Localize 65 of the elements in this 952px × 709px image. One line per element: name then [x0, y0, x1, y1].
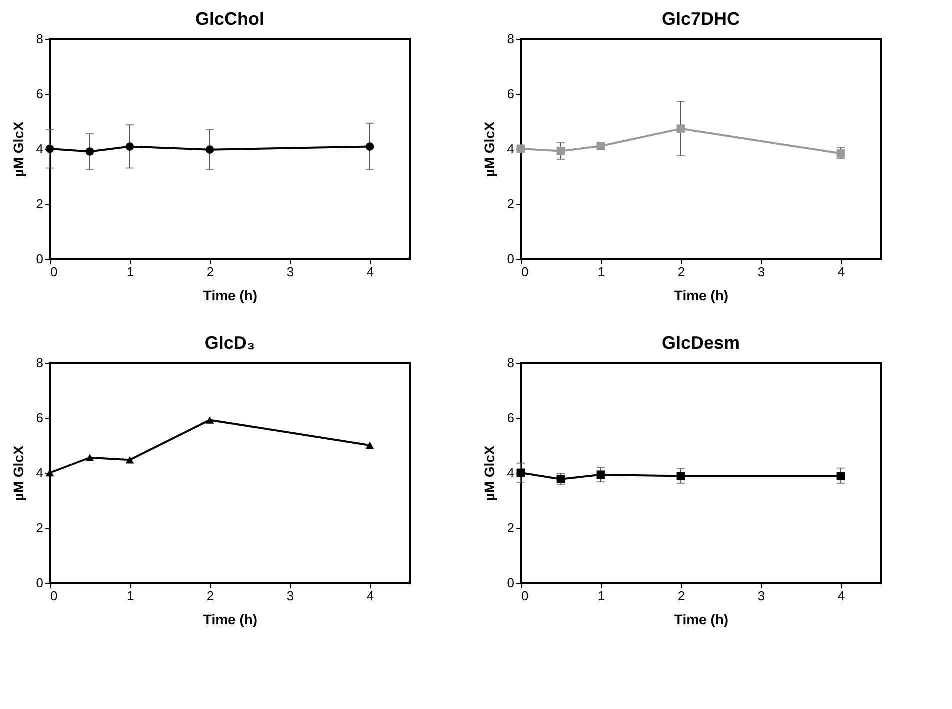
x-tick-label: 4: [366, 264, 374, 280]
y-tick-label: 6: [507, 86, 514, 102]
x-tick-label: 2: [678, 264, 686, 280]
point: [836, 149, 846, 158]
point: [126, 456, 134, 464]
point: [676, 472, 686, 480]
y-tick-label: 2: [36, 196, 44, 212]
y-tick-label: 6: [36, 410, 44, 426]
x-tick-label: 0: [50, 588, 58, 604]
x-axis-title: Time (h): [674, 612, 729, 628]
x-tick-label: 0: [522, 264, 529, 280]
x-tick-label: 3: [286, 264, 294, 280]
point: [556, 475, 566, 484]
x-tick-label: 2: [206, 264, 214, 280]
point: [836, 472, 846, 480]
point: [206, 416, 214, 424]
point: [676, 124, 686, 134]
x-tick-label: 2: [206, 588, 214, 604]
y-tick-label: 0: [36, 576, 44, 590]
chart-title: Glc7DHC: [662, 9, 740, 29]
x-axis-title: Time (h): [203, 288, 258, 304]
x-tick-label: 1: [126, 588, 134, 604]
point: [516, 144, 526, 154]
chart-title: GlcChol: [195, 9, 265, 29]
chart-title: GlcD₃: [204, 333, 256, 353]
y-tick-label: 0: [507, 252, 514, 266]
y-axis-title: µM GlcX: [481, 121, 498, 178]
x-tick-label: 4: [838, 264, 846, 280]
y-tick-label: 0: [507, 576, 514, 590]
x-tick-label: 3: [286, 588, 294, 604]
x-tick-label: 1: [598, 264, 606, 280]
point: [86, 454, 94, 462]
y-tick-label: 4: [36, 466, 44, 480]
y-tick-label: 4: [507, 142, 514, 156]
x-tick-label: 0: [50, 264, 58, 280]
y-tick-label: 8: [507, 32, 514, 46]
x-tick-label: 1: [126, 264, 134, 280]
y-tick-label: 4: [36, 142, 44, 156]
y-tick-label: 2: [507, 520, 514, 536]
x-tick-label: 0: [522, 588, 529, 604]
chart-title: GlcDesm: [662, 333, 740, 353]
y-tick-label: 6: [36, 86, 44, 102]
y-tick-label: 6: [507, 410, 514, 426]
y-tick-label: 4: [507, 466, 514, 480]
y-tick-label: 8: [36, 32, 44, 46]
point: [596, 142, 606, 150]
y-axis-title: µM GlcX: [481, 445, 498, 502]
y-axis-title: µM GlcX: [10, 445, 26, 502]
x-tick-label: 4: [366, 588, 374, 604]
x-tick-label: 1: [598, 588, 606, 604]
x-axis-title: Time (h): [674, 288, 729, 304]
y-tick-label: 2: [507, 196, 514, 212]
y-axis-title: µM GlcX: [10, 121, 26, 178]
y-tick-label: 8: [36, 356, 44, 370]
y-tick-label: 2: [36, 520, 44, 536]
point: [366, 442, 374, 450]
x-axis-title: Time (h): [203, 612, 258, 628]
point: [556, 147, 566, 156]
y-tick-label: 0: [36, 252, 44, 266]
x-tick-label: 4: [838, 588, 846, 604]
point: [596, 470, 606, 480]
x-tick-label: 2: [678, 588, 686, 604]
x-tick-label: 3: [758, 264, 766, 280]
y-tick-label: 8: [507, 356, 514, 370]
x-tick-label: 3: [758, 588, 766, 604]
